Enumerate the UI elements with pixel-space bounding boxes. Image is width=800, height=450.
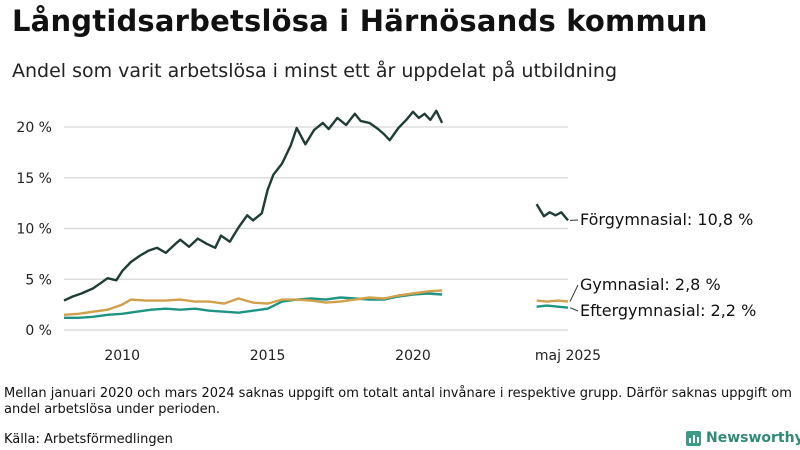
series-lines <box>63 109 569 319</box>
y-axis: 0 % 5 % 10 % 15 % 20 % <box>16 120 52 339</box>
label-connector <box>569 307 579 312</box>
x-tick-label: 2020 <box>395 348 431 364</box>
source-text: Källa: Arbetsförmedlingen <box>4 432 173 447</box>
y-tick-label: 5 % <box>25 272 52 288</box>
x-tick-label: 2015 <box>250 348 286 364</box>
series-label: Gymnasial: 2,8 % <box>580 275 721 294</box>
series-line-eftergymnasial <box>536 304 569 309</box>
x-tick-label: maj 2025 <box>535 348 601 364</box>
y-tick-label: 0 % <box>25 323 52 339</box>
newsworthy-logo-icon <box>686 430 701 446</box>
brand-logo: Newsworthy <box>686 428 800 448</box>
series-line-förgymnasial <box>535 203 569 222</box>
x-tick-label: 2010 <box>104 348 140 364</box>
series-label: Förgymnasial: 10,8 % <box>580 210 753 229</box>
x-axis: 2010 2015 2020 maj 2025 <box>104 348 601 364</box>
y-tick-label: 15 % <box>16 171 52 187</box>
chart-subtitle: Andel som varit arbetslösa i minst ett å… <box>12 60 618 82</box>
series-line-förgymnasial <box>63 109 444 302</box>
series-line-gymnasial <box>63 289 443 316</box>
footnote: Mellan januari 2020 och mars 2024 saknas… <box>4 386 792 417</box>
brand-name: Newsworthy <box>706 430 800 446</box>
series-line-gymnasial <box>536 299 569 303</box>
series-label: Eftergymnasial: 2,2 % <box>580 301 756 320</box>
series-line-eftergymnasial <box>64 292 443 319</box>
series-labels: Förgymnasial: 10,8 % Gymnasial: 2,8 % Efte… <box>569 210 756 320</box>
line-chart: 0 %5 %10 %15 %20 % 2010 2015 2020 maj 2025 … <box>16 109 756 364</box>
label-connector <box>569 284 579 302</box>
y-tick-label: 20 % <box>16 120 52 136</box>
chart-title: Långtidsarbetslösa i Härnösands kommun <box>12 4 708 38</box>
y-tick-label: 10 % <box>16 222 52 238</box>
